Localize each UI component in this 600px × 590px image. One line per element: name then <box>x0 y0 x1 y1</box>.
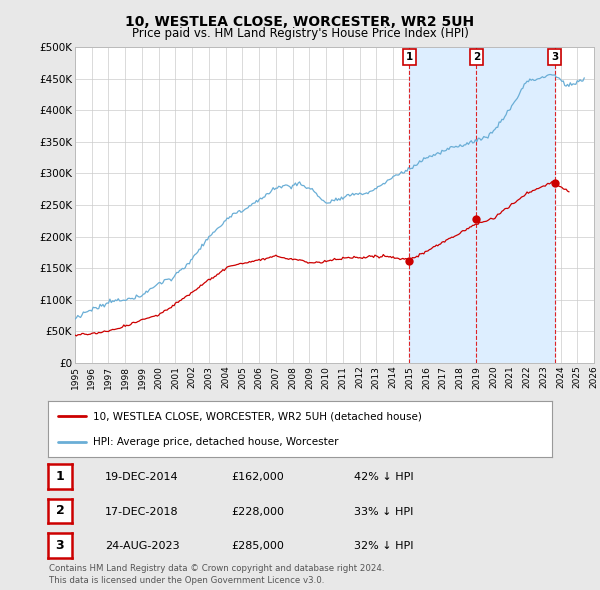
Bar <box>409 47 554 363</box>
Text: 1: 1 <box>56 470 64 483</box>
Text: 32% ↓ HPI: 32% ↓ HPI <box>354 542 413 551</box>
Text: £285,000: £285,000 <box>231 542 284 551</box>
Text: 10, WESTLEA CLOSE, WORCESTER, WR2 5UH (detached house): 10, WESTLEA CLOSE, WORCESTER, WR2 5UH (d… <box>94 411 422 421</box>
Text: Contains HM Land Registry data © Crown copyright and database right 2024.
This d: Contains HM Land Registry data © Crown c… <box>49 565 385 585</box>
Text: 24-AUG-2023: 24-AUG-2023 <box>105 542 179 551</box>
Text: 19-DEC-2014: 19-DEC-2014 <box>105 472 179 481</box>
Text: £162,000: £162,000 <box>231 472 284 481</box>
Text: £228,000: £228,000 <box>231 507 284 516</box>
Text: 10, WESTLEA CLOSE, WORCESTER, WR2 5UH: 10, WESTLEA CLOSE, WORCESTER, WR2 5UH <box>125 15 475 29</box>
Text: 33% ↓ HPI: 33% ↓ HPI <box>354 507 413 516</box>
Text: 42% ↓ HPI: 42% ↓ HPI <box>354 472 413 481</box>
Text: 2: 2 <box>473 52 480 62</box>
Text: HPI: Average price, detached house, Worcester: HPI: Average price, detached house, Worc… <box>94 437 339 447</box>
Text: 2: 2 <box>56 504 64 517</box>
Text: 1: 1 <box>406 52 413 62</box>
Text: 3: 3 <box>56 539 64 552</box>
Text: Price paid vs. HM Land Registry's House Price Index (HPI): Price paid vs. HM Land Registry's House … <box>131 27 469 40</box>
Text: 17-DEC-2018: 17-DEC-2018 <box>105 507 179 516</box>
Text: 3: 3 <box>551 52 558 62</box>
